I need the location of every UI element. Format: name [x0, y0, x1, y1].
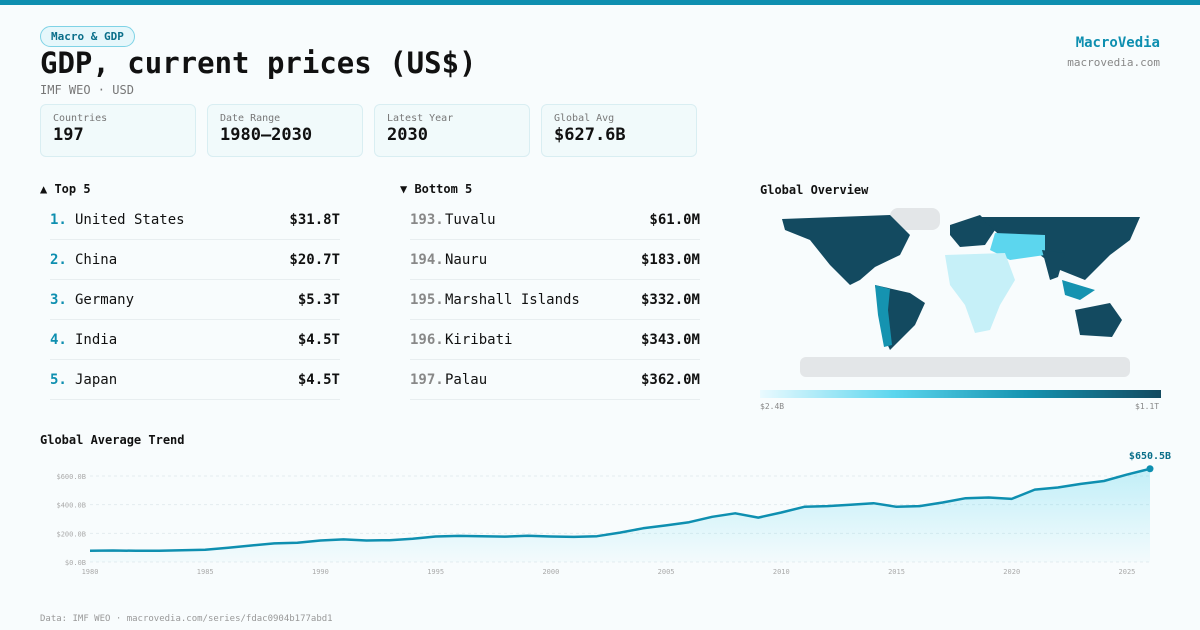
rank: 193.	[410, 211, 444, 228]
rank: 194.	[410, 251, 444, 268]
stat-card-date-range: Date Range 1980–2030	[207, 104, 363, 157]
x-tick-label: 1980	[82, 568, 99, 576]
map-russia-asia	[980, 217, 1140, 280]
top-accent-bar	[0, 0, 1200, 5]
last-point[interactable]	[1146, 465, 1154, 473]
bottom5-title: ▼ Bottom 5	[400, 182, 473, 196]
list-item[interactable]: 1. United States $31.8T	[50, 200, 340, 240]
gdp-value: $61.0M	[649, 211, 700, 228]
stat-card-global-avg: Global Avg $627.6B	[541, 104, 697, 157]
country-name: Kiribati	[445, 331, 513, 348]
map-africa	[945, 253, 1015, 333]
map-north-america	[782, 215, 910, 285]
rank: 1.	[50, 211, 67, 228]
rank: 196.	[410, 331, 444, 348]
gdp-value: $31.8T	[289, 211, 340, 228]
x-tick-label: 1995	[427, 568, 444, 576]
gdp-value: $362.0M	[640, 371, 700, 388]
stat-label: Date Range	[220, 113, 281, 124]
list-item[interactable]: 194. Nauru $183.0M	[410, 240, 700, 280]
map-sea-asia	[1062, 280, 1095, 300]
y-tick-label: $0.0B	[65, 559, 86, 567]
gdp-value: $343.0M	[640, 331, 700, 348]
gdp-value: $5.3T	[297, 291, 340, 308]
x-tick-label: 2005	[658, 568, 675, 576]
x-tick-label: 2000	[542, 568, 559, 576]
stat-value: 1980–2030	[220, 125, 313, 145]
rank: 197.	[410, 371, 444, 388]
stat-label: Global Avg	[554, 113, 615, 124]
page-title: GDP, current prices (US$)	[40, 46, 477, 80]
map-sa-west	[875, 285, 892, 347]
trend-chart: $0.0B $200.0B $400.0B $600.0B 1980 1985 1990 19…	[56, 451, 1171, 576]
list-item[interactable]: 3. Germany $5.3T	[50, 280, 340, 320]
map-antarctica	[800, 357, 1130, 377]
gdp-value: $20.7T	[289, 251, 340, 268]
country-name: India	[75, 331, 118, 348]
color-scale-bar	[760, 390, 1161, 398]
rank: 2.	[50, 251, 67, 268]
world-map[interactable]	[780, 205, 1142, 380]
list-item[interactable]: 193. Tuvalu $61.0M	[410, 200, 700, 240]
list-item[interactable]: 195. Marshall Islands $332.0M	[410, 280, 700, 320]
country-name: Japan	[75, 371, 118, 388]
stat-value: 197	[53, 125, 84, 145]
map-australia	[1075, 303, 1122, 337]
map-greenland	[890, 208, 940, 230]
x-tick-label: 1990	[312, 568, 329, 576]
country-name: Palau	[445, 371, 488, 388]
country-name: Nauru	[445, 251, 488, 268]
stat-value: $627.6B	[554, 125, 626, 145]
map-india	[1042, 250, 1065, 280]
rank: 4.	[50, 331, 67, 348]
x-tick-label: 2020	[1003, 568, 1020, 576]
series-line	[89, 467, 1151, 553]
y-tick-label: $600.0B	[56, 473, 86, 481]
area-fill	[90, 468, 1150, 562]
page-subtitle: IMF WEO · USD	[40, 83, 134, 97]
list-item[interactable]: 4. India $4.5T	[50, 320, 340, 360]
rank: 5.	[50, 371, 67, 388]
gdp-value: $4.5T	[297, 371, 340, 388]
stat-card-countries: Countries 197	[40, 104, 196, 157]
x-tick-label: 1985	[197, 568, 214, 576]
x-tick-label: 2015	[888, 568, 905, 576]
stat-label: Countries	[53, 113, 108, 124]
x-tick-label: 2010	[773, 568, 790, 576]
stat-card-latest-year: Latest Year 2030	[374, 104, 530, 157]
scale-min-label: $2.4B	[760, 402, 785, 411]
map-europe	[950, 215, 995, 247]
footer-source: Data: IMF WEO · macrovedia.com/series/fd…	[40, 614, 333, 624]
y-tick-label: $200.0B	[56, 530, 86, 538]
country-name: Tuvalu	[445, 211, 496, 228]
list-item[interactable]: 197. Palau $362.0M	[410, 360, 700, 400]
stat-value: 2030	[387, 125, 428, 145]
rank: 195.	[410, 291, 444, 308]
list-item[interactable]: 2. China $20.7T	[50, 240, 340, 280]
country-name: United States	[75, 211, 185, 228]
gdp-value: $332.0M	[640, 291, 700, 308]
country-name: Germany	[75, 291, 135, 308]
gdp-value: $183.0M	[640, 251, 700, 268]
brand-url[interactable]: macrovedia.com	[1067, 56, 1160, 69]
category-badge[interactable]: Macro & GDP	[40, 26, 135, 47]
gdp-value: $4.5T	[297, 331, 340, 348]
country-name: China	[75, 251, 118, 268]
chart-title: Global Average Trend	[40, 433, 185, 447]
list-item[interactable]: 5. Japan $4.5T	[50, 360, 340, 400]
last-value-label: $650.5B	[1129, 451, 1171, 462]
rank: 3.	[50, 291, 67, 308]
map-title: Global Overview	[760, 183, 869, 197]
brand-logo[interactable]: MacroVedia	[1075, 35, 1160, 51]
y-tick-label: $400.0B	[56, 502, 86, 510]
x-tick-label: 2025	[1119, 568, 1136, 576]
top5-title: ▲ Top 5	[40, 182, 91, 196]
list-item[interactable]: 196. Kiribati $343.0M	[410, 320, 700, 360]
scale-max-label: $1.1T	[1135, 402, 1160, 411]
country-name: Marshall Islands	[445, 291, 580, 308]
stat-label: Latest Year	[387, 113, 454, 124]
